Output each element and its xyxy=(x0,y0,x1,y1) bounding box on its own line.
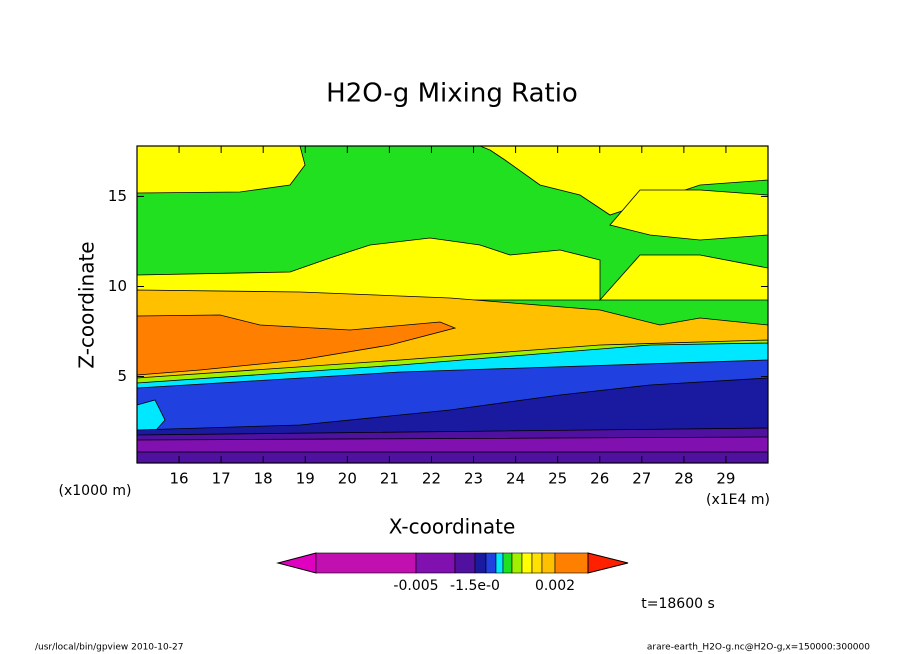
colorbar-segment xyxy=(454,552,476,574)
y-tick-label: 15 xyxy=(108,187,127,205)
colorbar-label: -1.5e-0 xyxy=(450,578,500,594)
colorbar-label: -0.005 xyxy=(393,578,438,594)
colorbar-segment xyxy=(521,552,533,574)
footer-right: arare-earth_H2O-g.nc@H2O-g,x=150000:3000… xyxy=(647,643,870,653)
x-tick-label: 27 xyxy=(632,470,651,488)
x-tick-label: 22 xyxy=(422,470,441,488)
x-tick-label: 21 xyxy=(380,470,399,488)
colorbar-segment xyxy=(315,552,417,574)
colorbar-segment xyxy=(415,552,456,574)
time-label: t=18600 s xyxy=(641,596,715,612)
colorbar-segment xyxy=(531,552,543,574)
contour-field xyxy=(137,146,768,463)
colorbar-segment xyxy=(474,552,487,574)
colorbar-segment xyxy=(511,552,523,574)
x-tick-label: 23 xyxy=(464,470,483,488)
colorbar-extend-low xyxy=(276,552,317,574)
x-tick-label: 18 xyxy=(254,470,273,488)
x-tick-label: 28 xyxy=(674,470,693,488)
x-tick-label: 19 xyxy=(296,470,315,488)
footer-left: /usr/local/bin/gpview 2010-10-27 xyxy=(35,643,183,653)
y-axis-label: Z-coordinate xyxy=(75,241,99,368)
colorbar-label: 0.002 xyxy=(535,578,575,594)
x-tick-label: 20 xyxy=(338,470,357,488)
plot-frame xyxy=(136,145,769,464)
colorbar-extend-high xyxy=(587,552,629,574)
chart-title: H2O-g Mixing Ratio xyxy=(326,79,578,109)
colorbar-segment xyxy=(502,552,513,574)
x-tick-label: 16 xyxy=(170,470,189,488)
x-tick-label: 24 xyxy=(506,470,525,488)
x-tick-label: 17 xyxy=(212,470,231,488)
colorbar-segment xyxy=(485,552,497,574)
colorbar-segment xyxy=(541,552,556,574)
y-tick-label: 10 xyxy=(108,277,127,295)
y-tick-label: 5 xyxy=(117,367,127,385)
x-axis-label: X-coordinate xyxy=(389,515,516,539)
x-tick-label: 25 xyxy=(548,470,567,488)
colorbar-segment xyxy=(495,552,504,574)
x-tick-label: 29 xyxy=(716,470,735,488)
x-unit: (x1E4 m) xyxy=(706,492,770,508)
x-tick-label: 26 xyxy=(590,470,609,488)
colorbar-segment xyxy=(554,552,589,574)
y-unit: (x1000 m) xyxy=(59,483,132,499)
colorbar: -0.005 -1.5e-0 0.002 xyxy=(276,552,629,594)
